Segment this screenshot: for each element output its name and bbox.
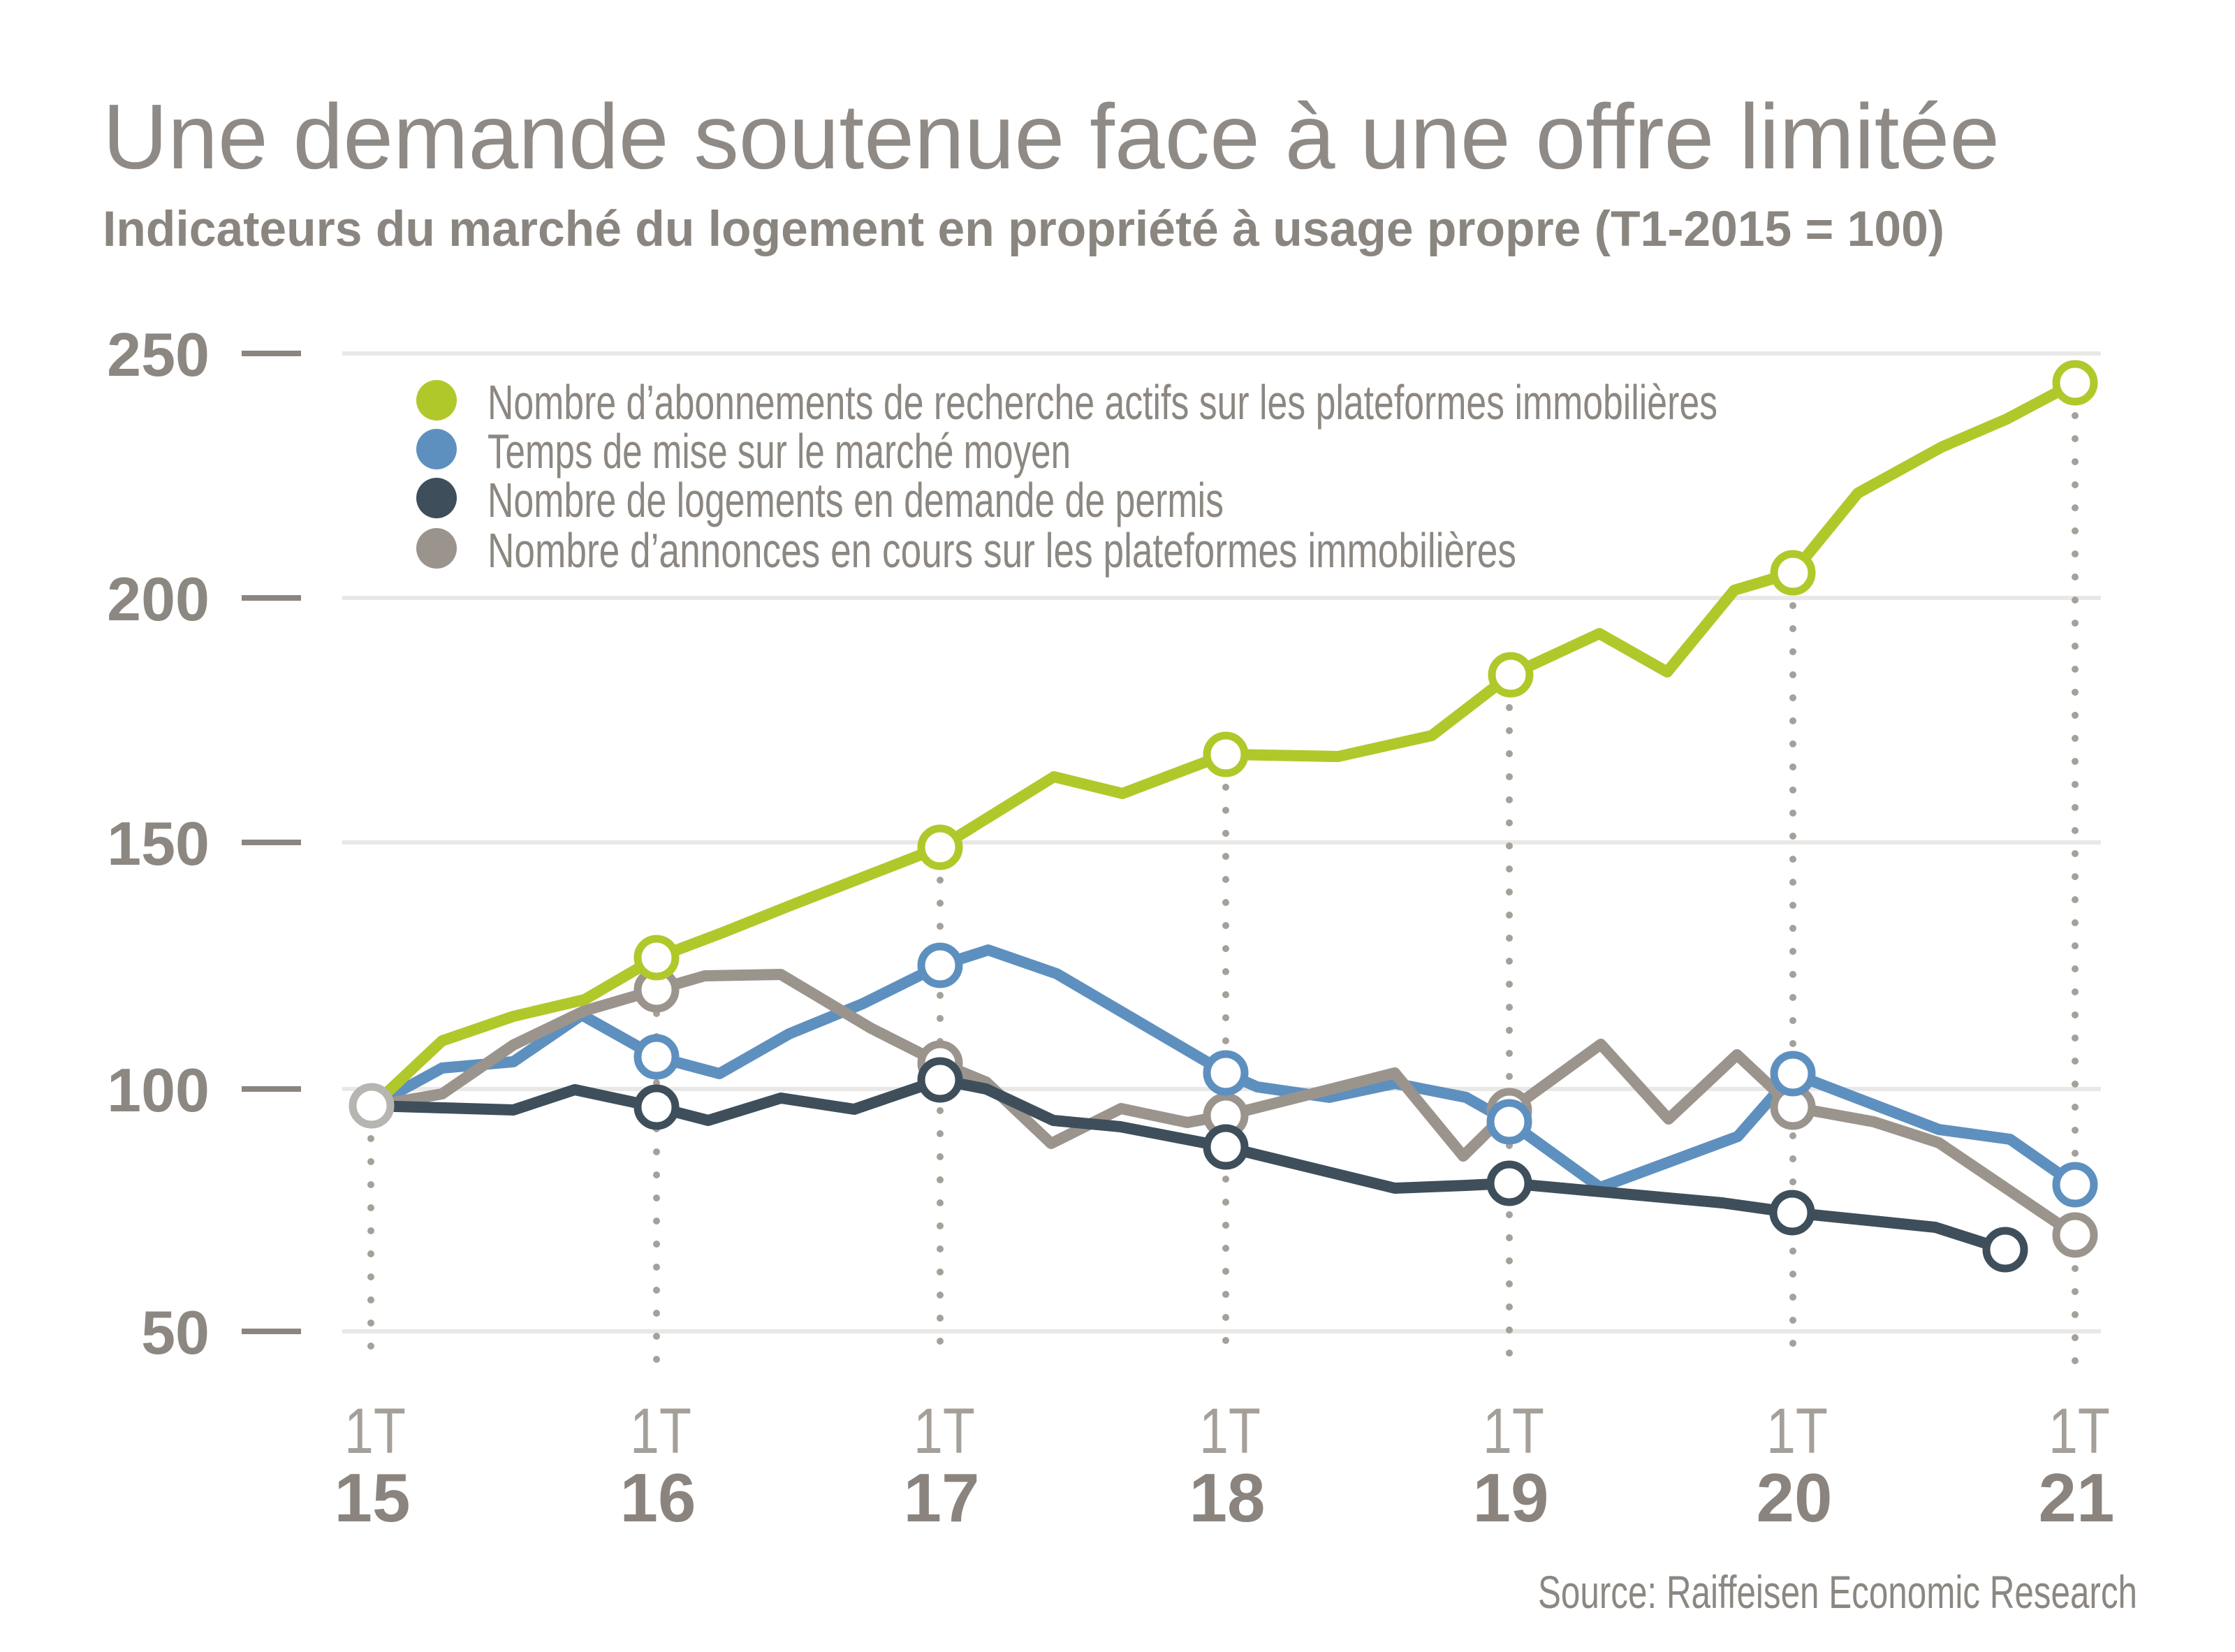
svg-text:50: 50	[141, 1298, 210, 1367]
svg-text:1T: 1T	[344, 1396, 406, 1467]
svg-text:15: 15	[334, 1459, 410, 1536]
svg-text:1T: 1T	[1766, 1396, 1828, 1467]
svg-text:17: 17	[903, 1459, 979, 1536]
svg-text:20: 20	[1756, 1459, 1832, 1536]
svg-text:1T: 1T	[1199, 1396, 1261, 1467]
svg-text:Nombre d’annonces en cours sur: Nombre d’annonces en cours sur les plate…	[488, 523, 1516, 578]
svg-text:100: 100	[107, 1055, 210, 1125]
svg-text:1T: 1T	[1483, 1396, 1544, 1467]
svg-text:18: 18	[1189, 1459, 1265, 1536]
svg-text:16: 16	[620, 1459, 696, 1536]
svg-text:150: 150	[107, 809, 210, 878]
svg-text:Nombre d’abonnements de recher: Nombre d’abonnements de recherche actifs…	[488, 375, 1717, 430]
svg-text:1T: 1T	[914, 1396, 975, 1467]
svg-text:Indicateurs du marché du logem: Indicateurs du marché du logement en pro…	[103, 202, 1944, 257]
svg-text:Source: Raiffeisen Economic Re: Source: Raiffeisen Economic Research	[1538, 1566, 2137, 1618]
svg-text:1T: 1T	[630, 1396, 691, 1467]
svg-text:Temps de mise sur le marché mo: Temps de mise sur le marché moyen	[488, 424, 1071, 478]
svg-text:Une demande soutenue face à un: Une demande soutenue face à une offre li…	[103, 85, 2000, 188]
svg-text:19: 19	[1472, 1459, 1548, 1536]
svg-text:250: 250	[107, 320, 210, 389]
svg-text:21: 21	[2038, 1459, 2114, 1536]
svg-text:1T: 1T	[2049, 1396, 2110, 1467]
svg-text:200: 200	[107, 564, 210, 634]
svg-text:Nombre de logements en demande: Nombre de logements en demande de permis	[488, 473, 1224, 527]
